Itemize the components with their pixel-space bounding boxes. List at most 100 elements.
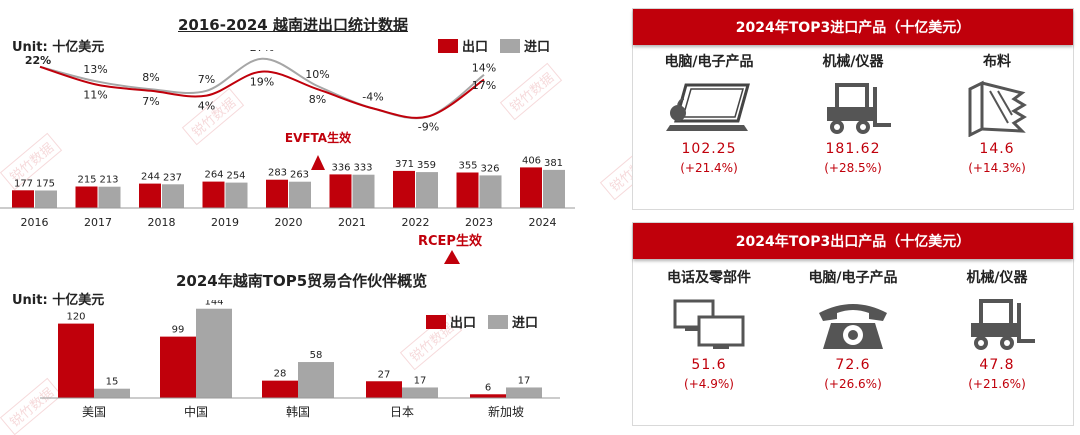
import-value-label: 381	[544, 158, 563, 169]
export-value-label: 406	[522, 155, 541, 166]
export-growth-label: 19%	[250, 76, 274, 89]
export-value-label: 120	[66, 312, 85, 323]
export-item-name: 电话及零部件	[667, 270, 751, 286]
export-growth-label: 14%	[472, 62, 496, 75]
fabric-icon	[968, 80, 1027, 137]
forklift-icon	[971, 299, 1035, 350]
import-bar	[298, 362, 334, 398]
x-tick-label: 美国	[82, 405, 106, 419]
export-bar	[393, 170, 415, 208]
import-bar	[543, 169, 565, 208]
export-growth-label: 8%	[309, 93, 326, 106]
export-bar	[139, 183, 161, 208]
laptop-icon	[666, 83, 750, 131]
export-item-value: 72.6	[835, 357, 871, 373]
export-value-label: 99	[172, 325, 185, 336]
x-tick-label: 2016	[21, 216, 49, 229]
evfta-annotation: EVFTA生效	[285, 130, 352, 145]
export-bar	[262, 380, 298, 398]
import-item: 布料 14.6 (+14.3%)	[937, 51, 1057, 175]
export-growth-line	[39, 65, 485, 119]
import-value-label: 254	[226, 171, 245, 182]
export-bar	[75, 186, 98, 208]
import-bar	[479, 175, 502, 208]
import-value-label: 326	[480, 163, 499, 174]
export-value-label: 177	[14, 178, 33, 189]
export-value-label: 371	[395, 159, 414, 170]
export-item: 电脑/电子产品 72.6 (+26.6%)	[793, 267, 913, 391]
import-value-label: 58	[310, 350, 323, 361]
export-bar	[266, 179, 288, 208]
export-growth-label: 11%	[83, 88, 107, 101]
export-value-label: 215	[77, 175, 96, 186]
import-item: 电脑/电子产品 102.25 (+21.4%)	[649, 51, 769, 175]
chart2-title: 2024年越南TOP5贸易合作伙伴概览	[176, 272, 428, 290]
import-value-label: 213	[99, 175, 118, 186]
import-bar	[98, 186, 121, 208]
telephone-icon	[819, 304, 887, 349]
export-value-label: 264	[204, 170, 223, 181]
import-growth-label: 10%	[305, 68, 329, 81]
x-tick-label: 日本	[390, 405, 414, 419]
export-growth-label: 7%	[142, 95, 159, 108]
import-item-name: 电脑/电子产品	[664, 54, 754, 70]
export-bar	[470, 394, 506, 398]
import-value-label: 17	[518, 375, 531, 386]
import-growth-label: 8%	[142, 71, 159, 84]
export-bar	[456, 172, 479, 208]
export-products-panel: 2024年TOP3出口产品（十亿美元） 电话及零部件 51.6 (+4.9%) …	[632, 222, 1074, 426]
rcep-annotation: RCEP生效	[418, 234, 482, 249]
export-panel-header: 2024年TOP3出口产品（十亿美元）	[633, 223, 1073, 259]
export-item-value: 47.8	[979, 357, 1015, 373]
import-bar	[162, 184, 184, 208]
export-item-name: 电脑/电子产品	[808, 270, 898, 286]
legend-swatch-import	[500, 38, 521, 53]
import-bar	[506, 387, 542, 398]
trade-statistics-chart: 177 175 2016 215 213 2017 244 237 2018 264 254 2019…	[0, 50, 575, 229]
legend-label-export: 出口	[462, 40, 489, 55]
chart1-unit: Unit: 十亿美元	[12, 40, 105, 55]
export-growth-label: -9%	[418, 120, 439, 133]
legend-label-export: 出口	[450, 316, 477, 331]
legend-swatch-import	[488, 314, 509, 329]
export-growth-label: -4%	[362, 90, 383, 103]
chart1-title: 2016-2024 越南进出口统计数据	[178, 16, 408, 34]
evfta-marker	[311, 155, 325, 170]
import-bar	[352, 174, 375, 208]
export-value-label: 283	[268, 168, 287, 179]
rcep-marker	[444, 250, 460, 264]
x-tick-label: 2017	[84, 216, 112, 229]
import-growth-label: 13%	[83, 63, 107, 76]
import-value-label: 333	[353, 163, 372, 174]
import-bar	[94, 388, 130, 398]
partners-chart: 120 15 美国 99 144 中国 28 58 韩国 27 17 日本 6 17 新加坡	[40, 300, 560, 419]
export-bar	[520, 167, 542, 208]
import-bar	[402, 387, 438, 398]
import-value-label: 144	[204, 300, 223, 308]
import-growth-label: 27%	[250, 50, 274, 54]
import-item-value: 14.6	[979, 141, 1015, 157]
x-tick-label: 2022	[402, 216, 430, 229]
export-value-label: 336	[331, 162, 350, 173]
x-tick-label: 2024	[529, 216, 557, 229]
chart2-legend: 出口 进口	[414, 312, 538, 331]
export-item-change: (+26.6%)	[824, 377, 882, 391]
import-bar	[196, 308, 232, 398]
import-item-name: 机械/仪器	[822, 54, 884, 70]
legend-label-import: 进口	[512, 316, 539, 331]
import-item-name: 布料	[983, 54, 1011, 70]
import-bar	[416, 172, 438, 208]
import-item-value: 102.25	[681, 141, 737, 157]
import-panel-header: 2024年TOP3进口产品（十亿美元）	[633, 9, 1073, 45]
export-item-change: (+4.9%)	[684, 377, 734, 391]
export-value-label: 355	[458, 161, 477, 172]
import-item-change: (+21.4%)	[680, 161, 738, 175]
export-bar	[366, 381, 402, 398]
import-products-panel: 2024年TOP3进口产品（十亿美元） 电脑/电子产品 102.25 (+21.…	[632, 8, 1074, 210]
export-item-change: (+21.6%)	[968, 377, 1026, 391]
forklift-icon	[827, 83, 891, 134]
export-value-label: 244	[141, 172, 160, 183]
import-bar	[289, 181, 311, 208]
monitors-icon	[673, 299, 745, 349]
export-value-label: 27	[378, 369, 391, 380]
